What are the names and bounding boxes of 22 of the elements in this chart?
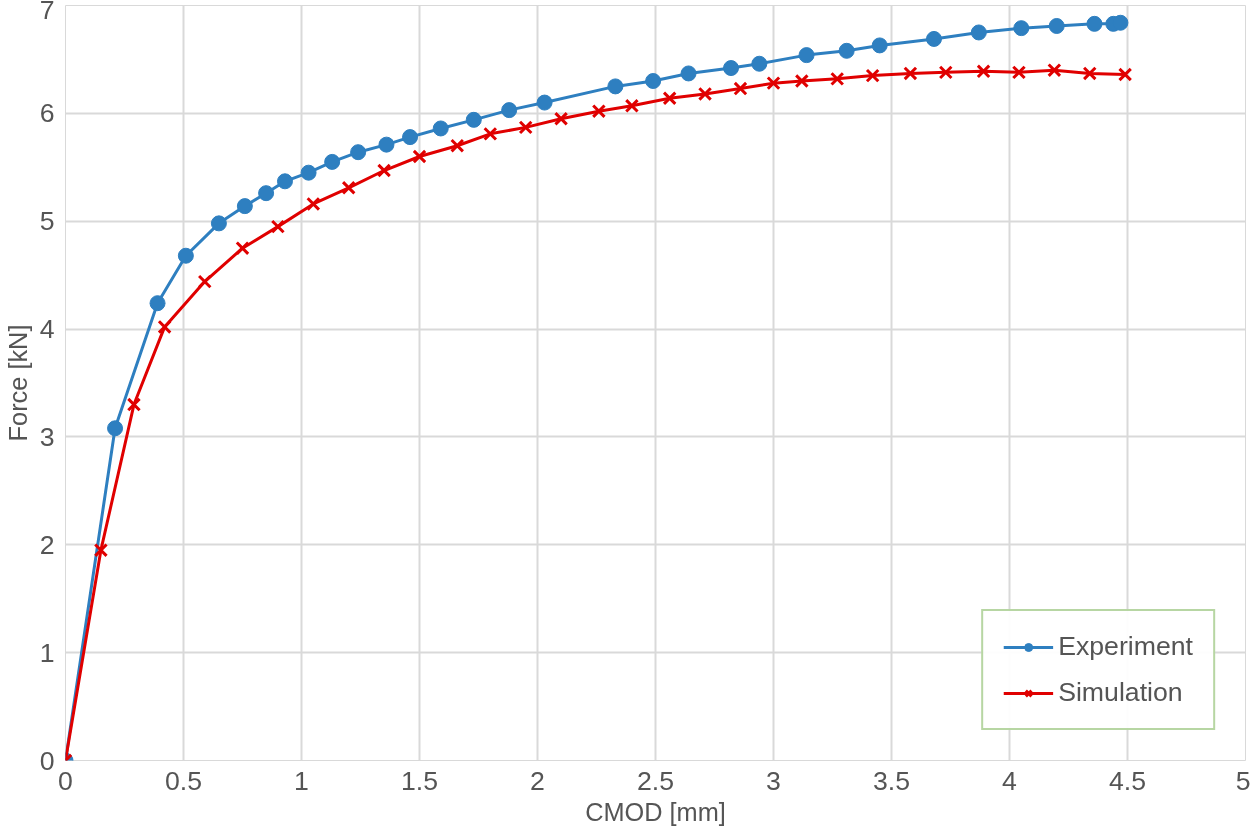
x-tick-label: 4 (1002, 765, 1018, 796)
y-tick-label: 7 (39, 0, 55, 25)
x-tick-label: 5 (1235, 765, 1251, 796)
legend-label: Simulation (1058, 677, 1183, 708)
x-tick-label: 4.5 (1108, 765, 1147, 796)
y-tick-label: 2 (39, 529, 55, 560)
y-axis-title: Force [kN] (3, 324, 32, 442)
x-tick-label: 2.5 (636, 765, 675, 796)
y-tick-label: 1 (39, 637, 55, 668)
x-tick-label: 3.5 (872, 765, 911, 796)
y-tick-label: 0 (39, 745, 55, 776)
y-tick-label: 6 (39, 98, 55, 129)
legend-label: Experiment (1058, 631, 1193, 662)
x-tick-label: 1 (294, 765, 309, 796)
x-tick-label: 3 (766, 765, 781, 796)
x-tick-label: 0.5 (164, 765, 203, 796)
x-axis-title: CMOD [mm] (585, 797, 726, 826)
x-tick-label: 1.5 (400, 765, 439, 796)
y-tick-label: 5 (39, 206, 55, 237)
y-tick-label: 4 (39, 314, 55, 345)
x-tick-label: 2 (530, 765, 545, 796)
y-tick-label: 3 (39, 421, 55, 452)
